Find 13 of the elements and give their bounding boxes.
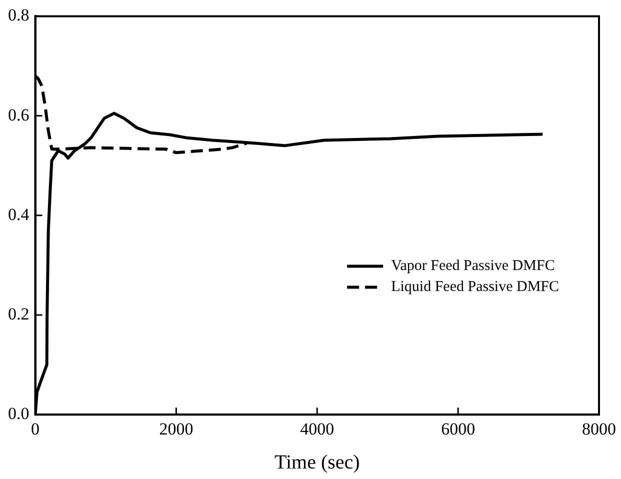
x-tick-label: 4000 (300, 419, 334, 438)
y-tick-label: 0.0 (8, 404, 30, 424)
legend-label: Liquid Feed Passive DMFC (391, 279, 560, 296)
y-tick-label: 0.6 (8, 105, 30, 124)
x-tick-label: 8000 (582, 419, 616, 438)
legend-label: Vapor Feed Passive DMFC (391, 258, 555, 274)
y-tick-label: 0.4 (8, 204, 30, 224)
x-axis-title: Time (sec) (274, 451, 360, 474)
x-tick-label: 2000 (159, 419, 194, 438)
y-tick-label: 0.8 (8, 6, 30, 25)
y-tick-label: 0.2 (8, 304, 30, 324)
x-tick-label: 0 (31, 419, 40, 438)
x-tick-label: 6000 (441, 419, 476, 438)
